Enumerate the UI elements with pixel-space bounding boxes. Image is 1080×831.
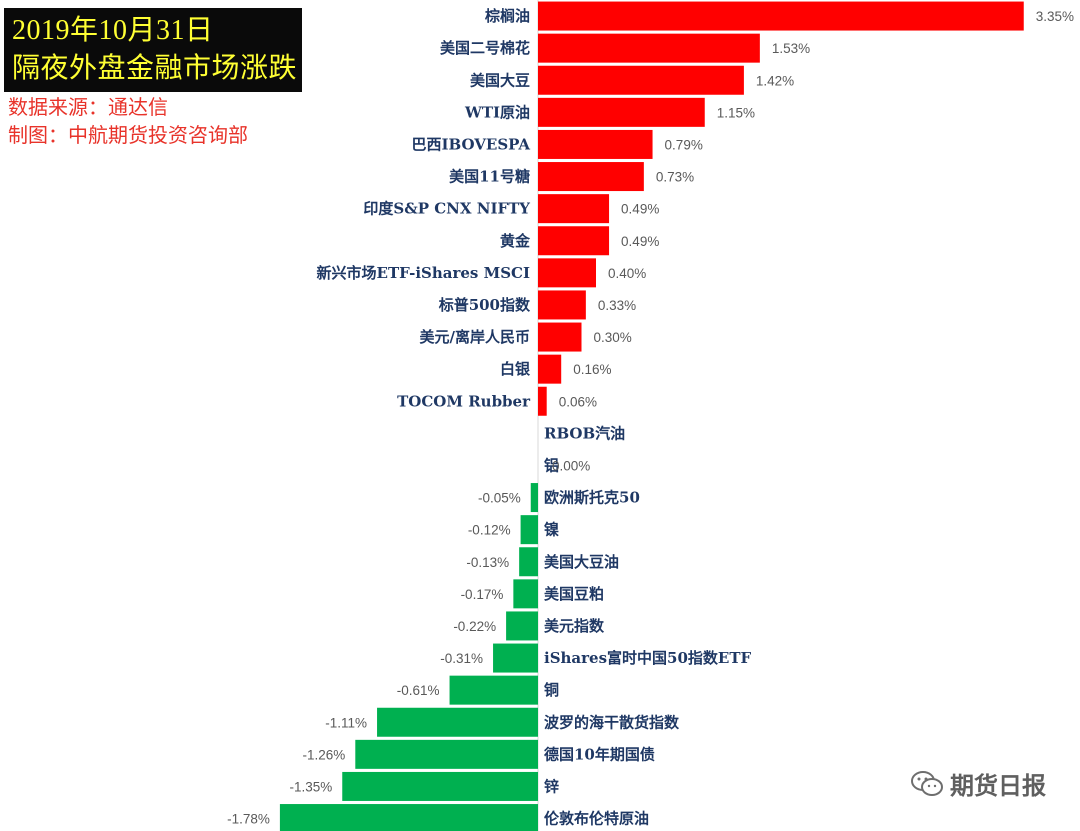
category-label-9: 标普500指数 (438, 296, 531, 314)
category-label-10: 美元/离岸人民币 (420, 328, 530, 346)
value-label-11: 0.16% (573, 362, 611, 377)
category-label-25: 伦敦布伦特原油 (544, 810, 649, 828)
category-label-17: 美国大豆油 (544, 553, 619, 571)
category-label-7: 黄金 (500, 232, 531, 250)
category-label-15: 欧洲斯托克50 (544, 489, 640, 507)
bar-20 (493, 643, 538, 673)
value-label-4: 0.79% (665, 137, 703, 152)
value-label-21: -0.61% (397, 683, 440, 698)
bar-21 (449, 675, 538, 705)
bar-2 (538, 65, 744, 95)
category-label-20: iShares富时中国50指数ETF (544, 649, 752, 667)
data-source: 数据来源：通达信 (8, 97, 168, 119)
bar-19 (506, 611, 538, 641)
value-label-9: 0.33% (598, 298, 636, 313)
category-label-0: 棕榈油 (485, 7, 530, 25)
category-label-5: 美国11号糖 (449, 168, 530, 186)
bar-8 (538, 258, 596, 288)
watermark: 期货日报 (910, 766, 1046, 801)
value-label-19: -0.22% (453, 619, 496, 634)
value-label-25: -1.78% (227, 812, 270, 827)
bar-5 (538, 162, 644, 192)
value-label-17: -0.13% (466, 555, 509, 570)
bar-12 (538, 386, 547, 416)
bar-0 (538, 1, 1024, 31)
bar-22 (377, 707, 538, 737)
value-label-2: 1.42% (756, 73, 794, 88)
bar-24 (342, 771, 538, 801)
bar-17 (519, 547, 538, 577)
category-label-22: 波罗的海干散货指数 (544, 713, 680, 731)
value-label-8: 0.40% (608, 266, 646, 281)
category-label-16: 镍 (544, 521, 559, 539)
category-label-14: 铝 (544, 456, 559, 474)
bar-23 (355, 739, 538, 769)
category-label-4: 巴西IBOVESPA (411, 135, 530, 153)
bar-9 (538, 290, 586, 320)
category-label-19: 美元指数 (544, 617, 605, 635)
value-label-20: -0.31% (440, 651, 483, 666)
value-label-15: -0.05% (478, 491, 521, 506)
bar-25 (279, 804, 538, 831)
value-label-18: -0.17% (461, 587, 504, 602)
value-label-6: 0.49% (621, 202, 659, 217)
category-label-1: 美国二号棉花 (440, 39, 530, 57)
bar-6 (538, 194, 610, 224)
value-label-16: -0.12% (468, 523, 511, 538)
category-label-8: 新兴市场ETF-iShares MSCI (317, 264, 530, 282)
bar-7 (538, 226, 610, 256)
watermark-text: 期货日报 (950, 773, 1046, 800)
value-label-12: 0.06% (559, 394, 597, 409)
value-label-5: 0.73% (656, 170, 694, 185)
value-label-23: -1.26% (303, 747, 346, 762)
title-date: 2019年10月31日 (12, 15, 214, 46)
category-label-13: RBOB汽油 (544, 424, 625, 442)
category-label-18: 美国豆粕 (544, 585, 604, 603)
category-label-23: 德国10年期国债 (544, 745, 655, 763)
category-label-2: 美国大豆 (470, 71, 530, 89)
value-label-0: 3.35% (1036, 9, 1074, 24)
bar-15 (530, 483, 538, 513)
wechat-logo-icon (911, 770, 943, 796)
bar-16 (520, 515, 538, 545)
value-label-22: -1.11% (325, 715, 367, 730)
value-label-1: 1.53% (772, 41, 810, 56)
value-label-14: 0.00% (552, 458, 590, 473)
category-label-3: WTI原油 (464, 103, 530, 121)
value-label-3: 1.15% (717, 105, 755, 120)
bar-11 (538, 354, 562, 384)
title-box: 2019年10月31日 隔夜外盘金融市场涨跌 (4, 8, 302, 92)
value-label-24: -1.35% (289, 779, 332, 794)
title-main: 隔夜外盘金融市场涨跌 (12, 53, 298, 84)
category-label-11: 白银 (500, 360, 531, 378)
value-label-7: 0.49% (621, 234, 659, 249)
bar-1 (538, 33, 760, 63)
category-label-6: 印度S&P CNX NIFTY (363, 200, 530, 218)
value-label-10: 0.30% (594, 330, 632, 345)
bar-18 (513, 579, 538, 609)
bar-3 (538, 97, 705, 127)
category-label-12: TOCOM Rubber (397, 392, 531, 410)
category-label-24: 锌 (544, 777, 559, 795)
category-label-21: 铜 (544, 681, 559, 699)
chart-maker: 制图：中航期货投资咨询部 (8, 125, 248, 147)
bar-4 (538, 129, 653, 159)
bar-10 (538, 322, 582, 352)
